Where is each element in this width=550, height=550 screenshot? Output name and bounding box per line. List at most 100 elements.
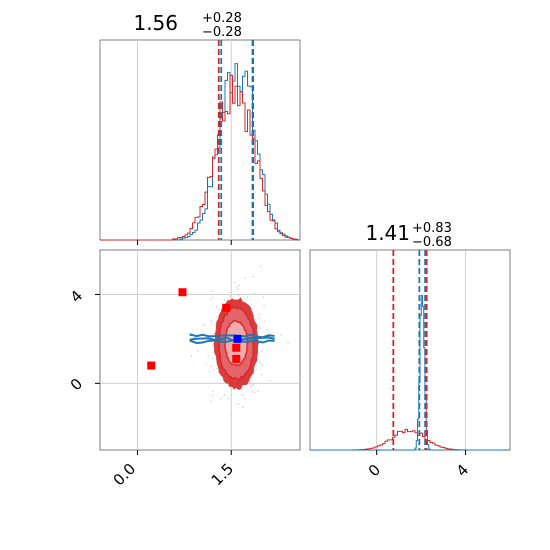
scatter-point	[237, 288, 239, 290]
panel-2-frame	[99, 249, 301, 451]
panel-2-ytick-0: 4	[67, 287, 86, 306]
scatter-point	[253, 292, 256, 295]
panel-3-xtick-0: 0	[365, 461, 384, 480]
scatter-point	[230, 459, 233, 461]
scatter-point	[257, 313, 260, 316]
scatter-point	[260, 350, 263, 352]
contour-blue-band-1	[189, 336, 275, 342]
scatter-point	[218, 308, 221, 311]
panel-3-frame	[309, 249, 511, 451]
scatter-point	[227, 397, 230, 400]
panel-3-title-minus: −0.68	[412, 235, 452, 250]
scatter-point	[253, 372, 255, 375]
scatter-point	[211, 394, 214, 397]
scatter-point	[193, 336, 196, 339]
scatter-point	[230, 413, 232, 416]
panel-1-title-minus: −0.28	[202, 25, 242, 40]
scatter-point	[287, 342, 289, 344]
scatter-point	[242, 406, 244, 409]
scatter-point	[252, 383, 255, 386]
scatter-point	[212, 390, 214, 393]
contour-blue-band-2	[189, 339, 275, 344]
scatter-point	[209, 400, 212, 403]
scatter-point	[205, 363, 207, 366]
panel-2-ytick-1: 0	[67, 375, 86, 394]
panel-2-xtick-0: 0.0	[110, 460, 140, 490]
p1-hists-series	[100, 74, 300, 241]
scatter-point	[210, 290, 213, 292]
panel-hist-param-2: 1.41 +0.83 −0.68 0 4	[309, 221, 511, 480]
scatter-point	[259, 327, 262, 329]
scatter-point	[233, 281, 236, 284]
p3-hists-series	[310, 295, 510, 451]
panel-3-title-value: 1.41	[365, 221, 410, 245]
scatter-point	[252, 275, 255, 278]
marker-red-4	[232, 354, 241, 363]
scatter-point	[212, 369, 215, 371]
scatter-point	[254, 391, 257, 394]
scatter-point	[244, 277, 246, 280]
scatter-point	[259, 265, 262, 268]
marker-red-2	[222, 303, 231, 312]
marker-red-3	[232, 343, 241, 352]
scatter-point	[257, 390, 260, 392]
scatter-point	[211, 296, 214, 299]
scatter-point	[215, 316, 218, 318]
scatter-point	[211, 357, 214, 360]
scatter-point	[210, 323, 213, 325]
scatter-point	[210, 365, 212, 367]
panel-1-title-value: 1.56	[133, 11, 178, 35]
marker-red-0	[147, 361, 156, 370]
scatter-point	[197, 350, 199, 352]
scatter-point	[263, 304, 265, 307]
panel-1-title-plus: +0.28	[202, 11, 242, 26]
scatter-point	[229, 295, 232, 297]
scatter-point	[246, 296, 249, 298]
panel-3-xtick-1: 4	[453, 461, 472, 480]
scatter-point	[255, 368, 258, 371]
scatter-point	[210, 320, 213, 322]
scatter-point	[238, 284, 241, 287]
scatter-point	[215, 306, 218, 308]
panel-hist-param-1: 1.56 +0.28 −0.28	[99, 11, 301, 241]
contour-blue-band-0	[189, 333, 275, 339]
scatter-point	[232, 296, 235, 299]
scatter-point	[251, 391, 254, 393]
scatter-point	[269, 379, 272, 382]
scatter-point	[203, 324, 206, 326]
scatter-point	[243, 397, 246, 400]
scatter-point	[250, 384, 252, 387]
panel-3-title-plus: +0.83	[412, 221, 452, 236]
scatter-point	[257, 354, 259, 357]
scatter-point	[259, 361, 261, 364]
scatter-point	[209, 298, 212, 301]
scatter-point	[223, 299, 226, 301]
scatter-point	[263, 320, 266, 323]
scatter-point	[254, 318, 256, 321]
scatter-point	[241, 394, 244, 396]
scatter-point	[215, 367, 218, 370]
scatter-point	[249, 383, 251, 385]
scatter-point	[223, 394, 226, 397]
scatter-point	[262, 295, 265, 298]
scatter-point	[208, 370, 211, 373]
scatter-point	[261, 363, 264, 366]
scatter-point	[207, 354, 209, 357]
scatter-point	[219, 397, 222, 400]
panel-2-xtick-1: 1.5	[208, 460, 238, 490]
scatter-point	[249, 381, 251, 383]
scatter-point	[260, 374, 263, 376]
scatter-point	[237, 402, 240, 405]
scatter-point	[237, 294, 240, 297]
scatter-point	[280, 334, 282, 336]
panel-scatter-2d: 0.0 1.5 4 0	[67, 249, 301, 490]
scatter-point	[228, 291, 231, 294]
scatter-point	[190, 355, 193, 357]
marker-blue	[233, 334, 242, 343]
scatter-point	[217, 371, 220, 374]
scatter-point	[266, 328, 269, 331]
scatter-point	[212, 345, 214, 347]
scatter-point	[261, 339, 263, 342]
marker-red-1	[178, 288, 187, 297]
